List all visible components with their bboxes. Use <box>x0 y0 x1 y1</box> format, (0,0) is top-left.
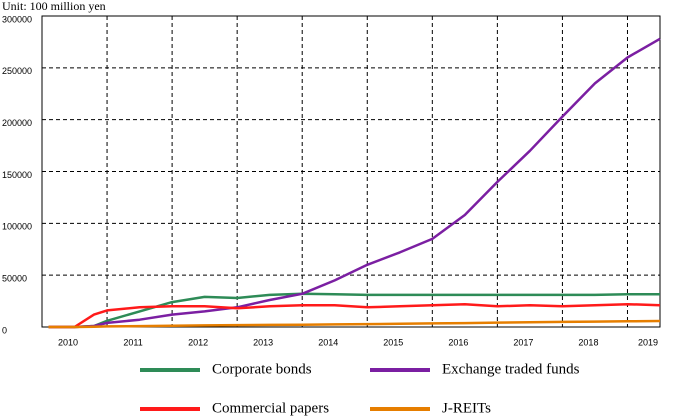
x-tick-label: 2013 <box>253 337 273 347</box>
y-tick-label: 100000 <box>2 222 32 232</box>
x-tick-label: 2016 <box>448 337 468 347</box>
legend-label: Commercial papers <box>212 400 329 416</box>
x-tick-label: 2017 <box>513 337 533 347</box>
x-tick-label: 2010 <box>58 337 78 347</box>
y-tick-label: 250000 <box>2 66 32 76</box>
x-tick-label: 2011 <box>123 337 142 347</box>
y-tick-label: 200000 <box>2 118 32 128</box>
x-tick-label: 2015 <box>383 337 403 347</box>
unit-label: Unit: 100 million yen <box>2 0 106 13</box>
series-line <box>48 319 661 329</box>
x-tick-label: 2014 <box>318 337 338 347</box>
legend-label: J-REITs <box>442 400 491 416</box>
series-line <box>48 302 661 329</box>
series-line <box>48 292 660 329</box>
x-tick-label: 2019 <box>638 337 658 347</box>
series-line <box>48 37 661 329</box>
x-tick-label: 2018 <box>578 337 598 347</box>
legend-label: Exchange traded funds <box>442 361 580 377</box>
y-tick-label: 150000 <box>2 170 32 180</box>
x-tick-label: 2012 <box>188 337 208 347</box>
y-tick-label: 50000 <box>2 274 27 284</box>
legend-label: Corporate bonds <box>212 361 312 377</box>
y-tick-label: 0 <box>2 325 7 335</box>
y-tick-label: 300000 <box>2 14 32 24</box>
